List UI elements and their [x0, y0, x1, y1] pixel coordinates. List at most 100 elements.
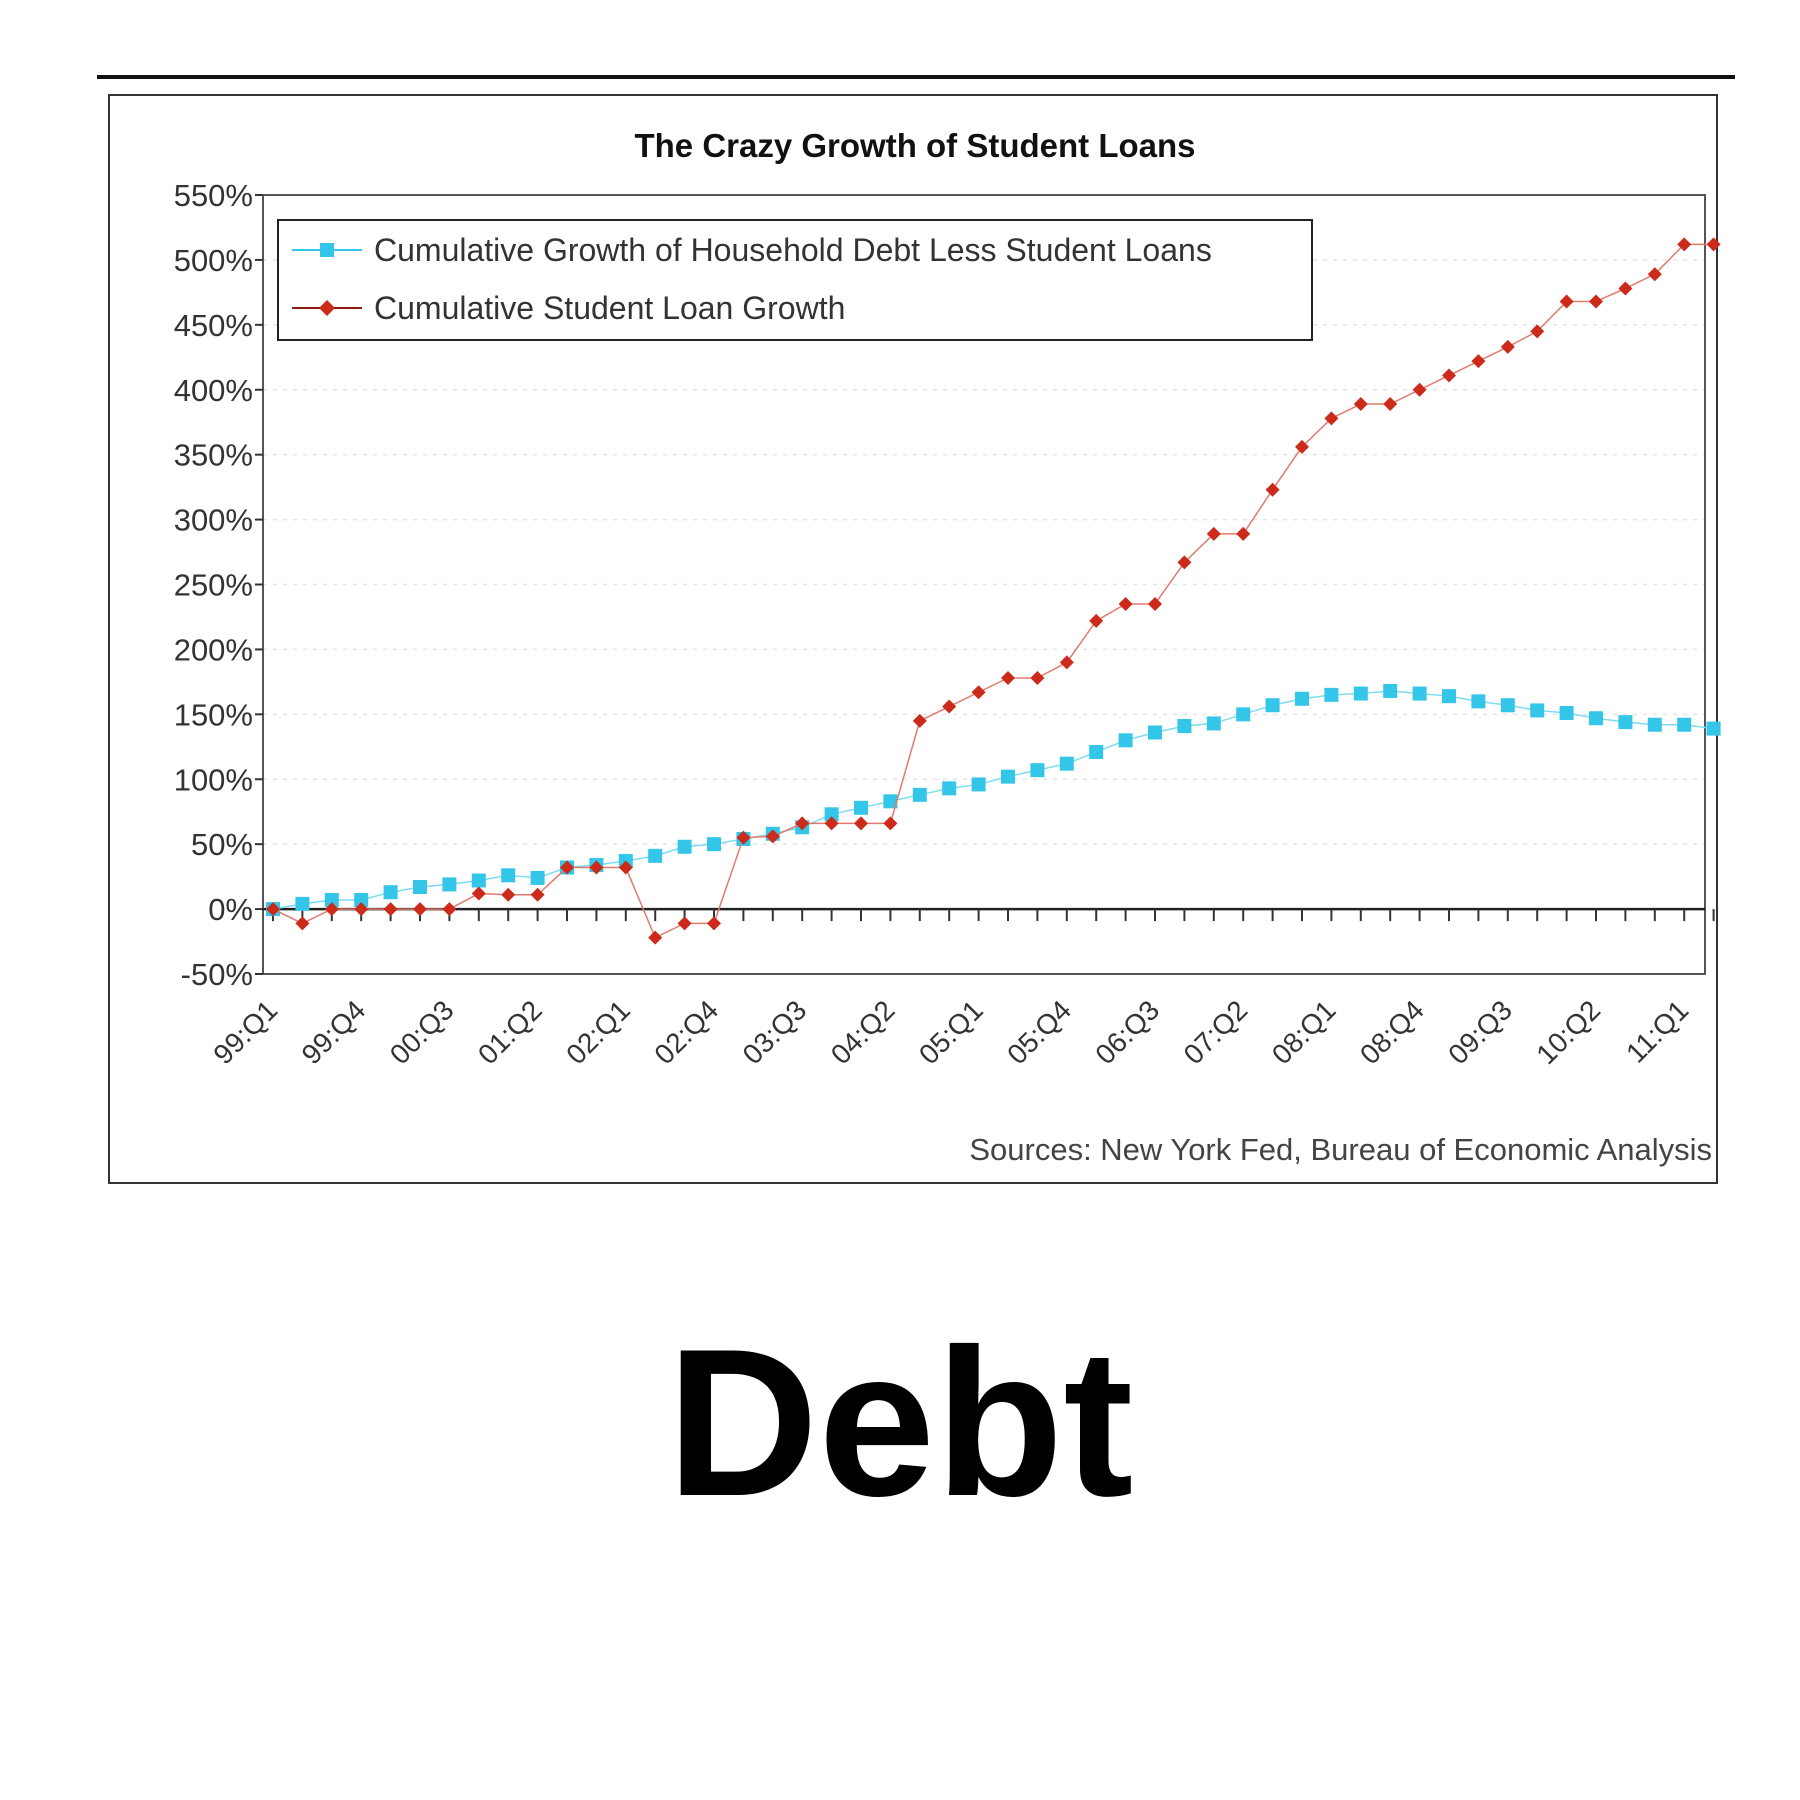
legend-label-household: Cumulative Growth of Household Debt Less…: [374, 232, 1212, 268]
data-point: [1500, 339, 1515, 354]
y-tick-label: 400%: [174, 373, 253, 408]
data-point: [1295, 691, 1309, 706]
data-point: [1500, 698, 1515, 713]
data-point: [736, 830, 751, 845]
legend-marker-student: [319, 300, 335, 316]
gridlines: [263, 259, 1705, 845]
data-point: [1206, 526, 1221, 541]
data-point: [1089, 744, 1104, 759]
data-point: [1530, 324, 1545, 339]
data-point: [854, 800, 868, 815]
data-point: [501, 868, 516, 883]
data-point: [560, 860, 574, 875]
x-tick-label: 04:Q2: [825, 994, 901, 1070]
series-line: [272, 690, 1714, 910]
data-point: [442, 902, 457, 917]
data-point: [501, 887, 516, 902]
data-point: [1383, 683, 1398, 698]
data-point: [1618, 281, 1633, 296]
data-point: [471, 886, 486, 901]
data-point: [1442, 368, 1456, 383]
x-tick-label: 99:Q4: [296, 994, 372, 1070]
legend: Cumulative Growth of Household Debt Less…: [277, 219, 1313, 341]
data-point: [530, 887, 545, 902]
x-tick-label: 01:Q2: [472, 994, 548, 1070]
data-point: [530, 870, 545, 885]
data-point: [824, 816, 839, 831]
data-point: [942, 699, 957, 714]
data-point: [1001, 670, 1015, 685]
data-point: [1118, 733, 1133, 748]
data-point: [1177, 719, 1192, 734]
data-point: [1001, 769, 1015, 784]
data-point: [1647, 717, 1662, 732]
data-point: [1412, 686, 1427, 701]
data-point: [1589, 711, 1603, 726]
data-point: [1148, 725, 1162, 740]
series-student-loans: [266, 237, 1721, 945]
data-point: [648, 848, 663, 863]
y-tick-label: 550%: [174, 178, 253, 213]
data-point: [1236, 707, 1251, 722]
series-line: [272, 243, 1714, 939]
data-point: [1589, 294, 1603, 309]
data-point: [1059, 756, 1074, 771]
x-tick-label: 00:Q3: [384, 994, 460, 1070]
x-tick-label: 05:Q4: [1001, 994, 1077, 1070]
data-point: [413, 880, 427, 895]
data-point: [854, 816, 868, 831]
data-point: [1677, 717, 1692, 732]
x-tick-label: 99:Q1: [207, 994, 283, 1070]
data-point: [795, 816, 810, 831]
data-point: [1059, 655, 1074, 670]
data-point: [1236, 526, 1251, 541]
chart-title: The Crazy Growth of Student Loans: [634, 127, 1195, 164]
data-point: [471, 873, 486, 888]
data-point: [1530, 703, 1545, 718]
y-tick-label: 50%: [191, 827, 253, 862]
y-tick-label: 150%: [174, 697, 253, 732]
data-point: [1559, 706, 1574, 721]
data-point: [1265, 482, 1280, 497]
caption: Debt: [666, 1305, 1134, 1540]
data-point: [266, 902, 280, 917]
data-point: [1559, 294, 1574, 309]
data-point: [912, 787, 927, 802]
data-point: [413, 902, 427, 917]
x-tick-label: 03:Q3: [737, 994, 813, 1070]
data-point: [1265, 698, 1280, 713]
y-tick-label: 100%: [174, 762, 253, 797]
data-point: [589, 860, 604, 875]
data-point: [707, 916, 721, 931]
data-point: [883, 816, 898, 831]
x-tick-label: 09:Q3: [1442, 994, 1518, 1070]
data-point: [971, 777, 986, 792]
data-point: [1412, 382, 1427, 397]
data-point: [618, 860, 633, 875]
data-point: [707, 837, 721, 852]
y-tick-label: 200%: [174, 632, 253, 667]
y-tick-label: 350%: [174, 438, 253, 473]
y-tick-label: 0%: [208, 892, 253, 927]
x-tick-label: 05:Q1: [913, 994, 989, 1070]
data-point: [1618, 715, 1633, 730]
data-point: [971, 685, 986, 700]
data-point: [1353, 686, 1368, 701]
data-point: [1706, 237, 1721, 252]
y-tick-label: 450%: [174, 308, 253, 343]
x-axis: 99:Q1 99:Q4 00:Q3 01:Q2 02:Q1 02:Q4 03:Q3 04:Q2…: [207, 907, 1715, 1070]
data-point: [1089, 613, 1104, 628]
data-point: [1118, 596, 1133, 611]
data-point: [354, 902, 369, 917]
data-point: [1030, 670, 1045, 685]
data-point: [824, 807, 839, 822]
data-point: [677, 839, 692, 854]
source-note: Sources: New York Fed, Bureau of Economi…: [969, 1132, 1712, 1167]
data-point: [1706, 721, 1721, 736]
y-tick-label: -50%: [181, 957, 253, 992]
data-point: [677, 916, 692, 931]
data-point: [1353, 397, 1368, 412]
y-tick-label: 500%: [174, 243, 253, 278]
data-point: [295, 916, 310, 931]
x-tick-label: 08:Q4: [1354, 994, 1430, 1070]
